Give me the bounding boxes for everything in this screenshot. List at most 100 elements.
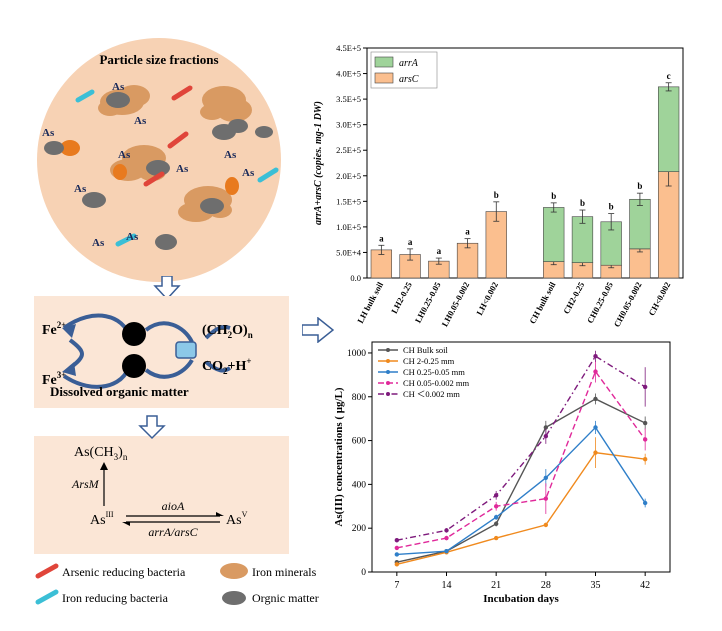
legend-label: arrA bbox=[399, 58, 419, 69]
carbon-cycle-arrow bbox=[144, 358, 194, 379]
legend-label: CH Bulk soil bbox=[403, 345, 449, 355]
data-point bbox=[642, 437, 648, 442]
bar-segment-arrA bbox=[629, 198, 651, 250]
series-line bbox=[396, 355, 646, 541]
as-labels: As As As As As As As As As As bbox=[42, 81, 255, 249]
carbon-cycle-arrow bbox=[204, 360, 232, 373]
x-tick-label: LH0.05-0.002 bbox=[439, 280, 471, 328]
as5-label: AsV bbox=[226, 510, 248, 528]
series-line bbox=[396, 426, 646, 556]
down-arrow-icon bbox=[138, 415, 166, 440]
y-tick-label: 1.5E+5 bbox=[336, 196, 361, 206]
as-label: As bbox=[74, 183, 87, 195]
y-tick-label: 5.0E+4 bbox=[336, 247, 362, 257]
arra-arsc-label: arrA/arsC bbox=[148, 525, 198, 539]
x-tick-label: 7 bbox=[394, 580, 399, 591]
y-tick-label: 3.0E+5 bbox=[336, 120, 361, 130]
iron-mineral-cluster bbox=[200, 86, 252, 122]
gene-copies-bar-chart: 0.0 5.0E+4 1.0E+5 1.5E+5 2.0E+5 2.5E+5 3.0E+5 3… bbox=[313, 43, 684, 329]
as-label: As bbox=[126, 231, 139, 243]
data-point bbox=[394, 562, 400, 567]
electron-carrier bbox=[122, 354, 146, 378]
bar-segment-arsC bbox=[456, 242, 479, 279]
arrow-head-icon bbox=[62, 324, 76, 338]
carbon-cycle-arrow bbox=[204, 325, 231, 340]
symbol-legend: Arsenic reducing bacteria Iron minerals … bbox=[35, 563, 319, 605]
x-tick-label: 35 bbox=[591, 580, 601, 591]
down-arrow-icon bbox=[153, 276, 181, 300]
arrow-head-icon bbox=[100, 462, 108, 470]
carbon-cycle-arrow bbox=[144, 321, 194, 344]
y-tick-label: 2.0E+5 bbox=[336, 171, 361, 181]
x-tick-label: LH<0.002 bbox=[474, 280, 500, 317]
x-tick-label: 28 bbox=[541, 580, 551, 591]
legend-label: CH 2-0.25 mm bbox=[403, 356, 455, 366]
y-tick-label: 4.0E+5 bbox=[336, 69, 361, 79]
data-point bbox=[493, 504, 499, 509]
data-point bbox=[394, 545, 400, 551]
legend-arsenic-bacteria: Arsenic reducing bacteria bbox=[62, 565, 186, 579]
plot-frame bbox=[366, 47, 684, 279]
legend-swatch bbox=[374, 72, 394, 84]
significance-letter: b bbox=[494, 190, 499, 200]
as3-label: AsIII bbox=[90, 510, 114, 528]
legend-label: CH ＜0.002 mm bbox=[403, 389, 460, 399]
x-tick-label: LH bulk soil bbox=[355, 280, 385, 325]
bar-segment-arsC bbox=[629, 248, 651, 279]
data-point bbox=[394, 538, 400, 543]
legend-marker bbox=[386, 381, 390, 385]
as-label: As bbox=[92, 237, 105, 249]
plot-frame bbox=[371, 341, 671, 573]
bar-segment-arrA bbox=[543, 207, 565, 262]
significance-letter: a bbox=[465, 227, 470, 237]
legend-organic-matter: Orgnic matter bbox=[252, 591, 319, 605]
legend-swatch bbox=[374, 56, 394, 68]
arrow-head-icon bbox=[62, 362, 76, 376]
significance-letter: b bbox=[637, 181, 642, 191]
data-point bbox=[642, 456, 648, 462]
y-tick-label: 4.5E+5 bbox=[336, 43, 361, 53]
significance-letter: b bbox=[609, 202, 614, 212]
arrow-head-icon bbox=[122, 522, 130, 526]
data-point bbox=[493, 535, 499, 541]
dom-molecule bbox=[175, 341, 197, 359]
as-label: As bbox=[112, 81, 125, 93]
legend-iron-minerals: Iron minerals bbox=[252, 565, 317, 579]
data-point bbox=[593, 396, 598, 402]
arsm-label: ArsM bbox=[71, 477, 100, 491]
redox-process-panel: Fe2+ Fe3+ (CH2O)n CO2+H+ Dissolved organ… bbox=[34, 296, 289, 554]
significance-letter: b bbox=[551, 191, 556, 201]
significance-letter: b bbox=[580, 198, 585, 208]
x-tick-label: CH<0.002 bbox=[646, 280, 672, 317]
organic-matter-icon bbox=[222, 591, 246, 605]
data-point bbox=[444, 548, 449, 554]
data-point bbox=[394, 552, 400, 557]
as-label: As bbox=[176, 163, 189, 175]
as-label: As bbox=[42, 127, 55, 139]
as-label: As bbox=[224, 149, 237, 161]
data-point bbox=[593, 425, 598, 430]
as-label: As bbox=[242, 167, 255, 179]
data-point bbox=[593, 354, 598, 359]
ch2o-label: (CH2O)n bbox=[202, 323, 253, 340]
y-tick-label: 1.0E+5 bbox=[336, 222, 361, 232]
iron-mineral-icon bbox=[220, 563, 248, 579]
asch3-label: As(CH3)n bbox=[74, 445, 128, 462]
y-tick-label: 400 bbox=[352, 480, 367, 490]
legend-marker bbox=[386, 392, 390, 396]
x-tick-label: 21 bbox=[491, 580, 501, 591]
arrow-head-icon bbox=[216, 512, 224, 516]
y-tick-label: 0.0 bbox=[350, 273, 361, 283]
series-line bbox=[396, 398, 646, 563]
legend-marker bbox=[386, 359, 390, 363]
y-axis-label: arrA+arsC (copies. mg-1 DW) bbox=[313, 101, 324, 225]
significance-letter: a bbox=[437, 246, 442, 256]
data-point bbox=[642, 420, 648, 426]
right-arrow-icon bbox=[302, 317, 334, 343]
arsenic-bacteria bbox=[143, 85, 193, 187]
x-tick-label: CH0.05-0.002 bbox=[612, 280, 644, 328]
co2-label: CO2+H+ bbox=[202, 356, 252, 376]
data-point bbox=[543, 433, 549, 439]
data-point bbox=[493, 515, 499, 520]
data-point bbox=[593, 369, 598, 374]
